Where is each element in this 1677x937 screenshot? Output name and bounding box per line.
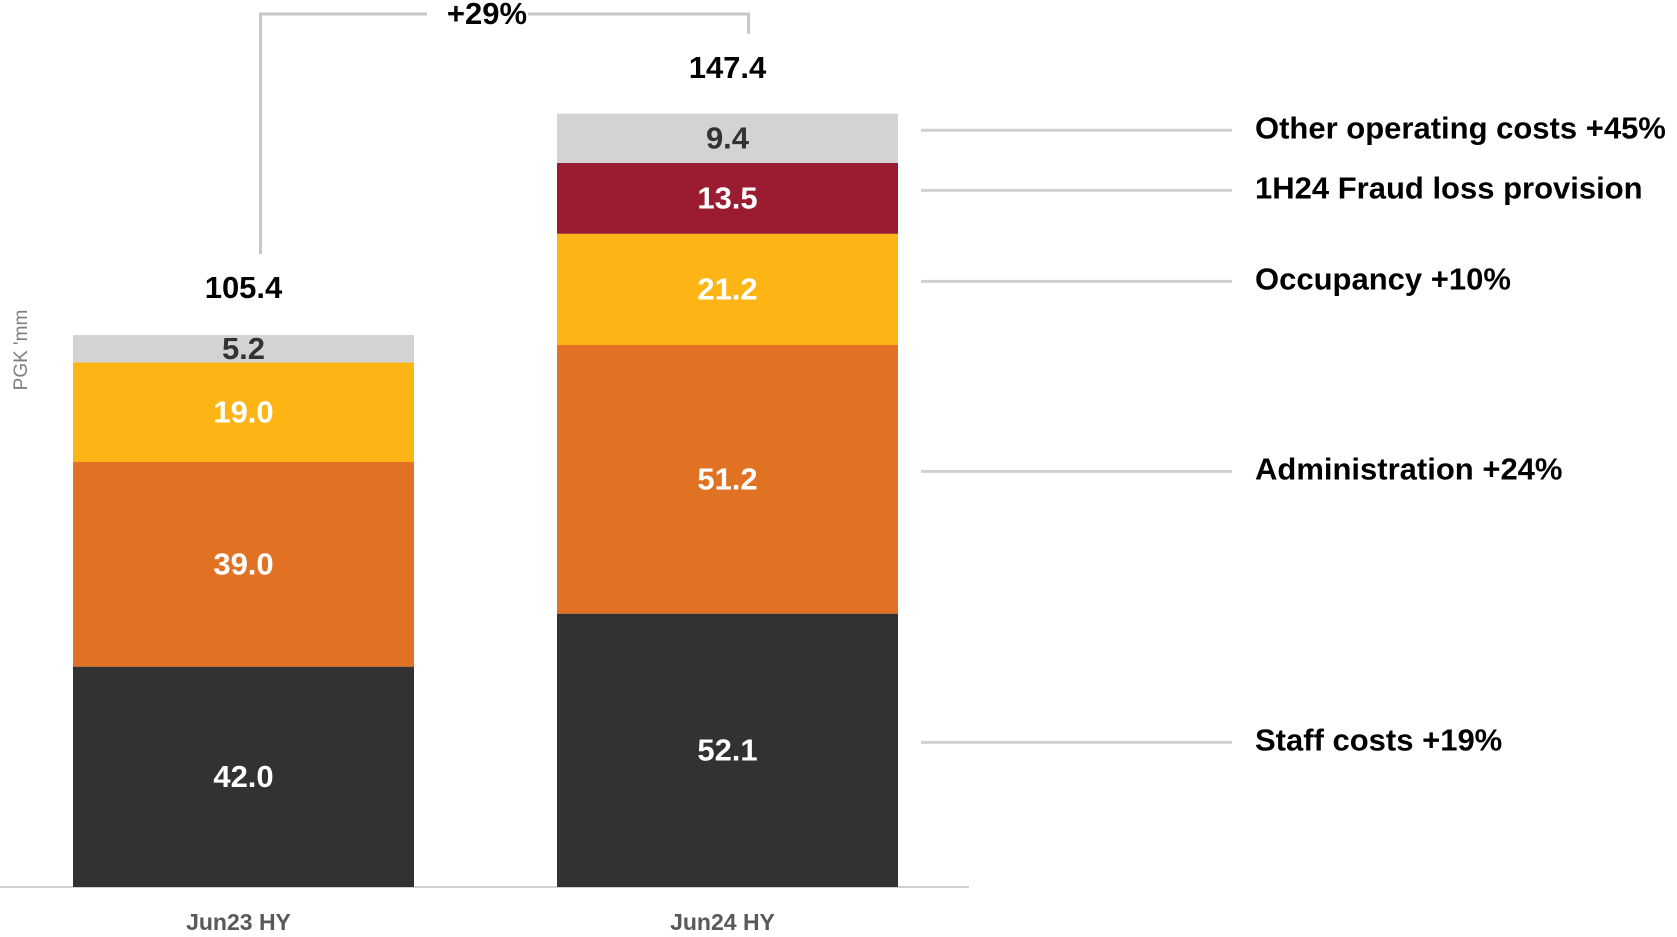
value-label: 51.2 [697,462,757,497]
value-label: 42.0 [213,759,273,794]
legend-label: Staff costs +19% [1255,723,1502,758]
x-tick-label: Jun23 HY [186,909,291,935]
bar-segment [73,362,414,463]
value-label: 19.0 [213,394,273,429]
total-label: 105.4 [205,270,283,305]
y-axis-label: PGK 'mm [11,310,32,391]
legend-label: 1H24 Fraud loss provision [1255,171,1643,206]
legend-label: Occupancy +10% [1255,262,1511,297]
bar-segment [73,462,414,667]
total-label: 147.4 [689,50,767,85]
growth-bracket [259,12,750,255]
bar-segment [557,113,898,163]
value-label: 21.2 [697,272,757,307]
value-label: 5.2 [222,331,265,366]
bar-segment [557,613,898,887]
bar-segment [73,666,414,887]
value-label: 9.4 [706,120,750,155]
value-label: 13.5 [697,181,757,216]
x-tick-label: Jun24 HY [670,909,775,935]
value-label: 39.0 [213,547,273,582]
legend-label: Administration +24% [1255,452,1563,487]
legend-label: Other operating costs +45% [1255,110,1666,145]
bar-segment [557,233,898,346]
growth-annotation: +29% [447,0,527,31]
bar-segment [557,345,898,614]
bar-segment [73,335,414,363]
value-label: 52.1 [697,733,757,768]
bar-segment [557,162,898,234]
